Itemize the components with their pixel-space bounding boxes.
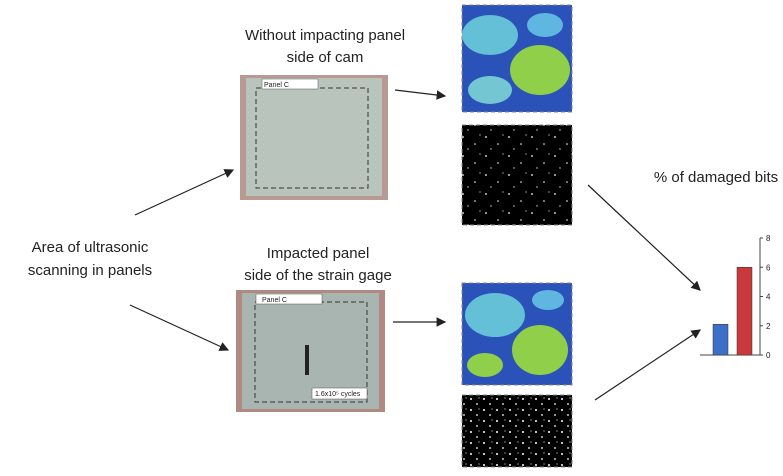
y-tick-label: 0 [766,351,771,360]
left-label: Area of ultrasonic [32,239,149,256]
y-tick-label: 2 [766,322,771,331]
chart-title: % of damaged bits [654,169,778,186]
panel-title: Without impacting panel [245,27,405,44]
arrows [130,90,700,400]
y-tick-label: 8 [766,234,771,243]
bar [737,267,752,355]
panel-title: side of the strain gage [244,267,392,284]
left-label: scanning in panels [28,262,152,279]
panel-tag: Panel C [264,82,289,89]
y-tick-label: 6 [766,263,771,272]
y-tick-label: 4 [766,293,771,302]
scan-map [462,283,572,385]
scan-map [462,5,572,112]
panel-tag: Panel C [262,297,287,304]
scan-map [462,395,572,467]
panel-title: Impacted panel [267,245,370,262]
panel-note: 1.6x10⁵ cycles [315,391,361,398]
figure: Without impacting panel side of cam Impa… [0,0,783,471]
scan-map [462,125,572,225]
bar-chart: 0 2 4 6 8 [700,234,771,360]
panel-title: side of cam [287,49,364,66]
panel-photo: Panel C 1.6x10⁵ cycles [236,290,385,412]
panel-photo: Panel C [240,75,388,200]
bar [713,324,728,355]
